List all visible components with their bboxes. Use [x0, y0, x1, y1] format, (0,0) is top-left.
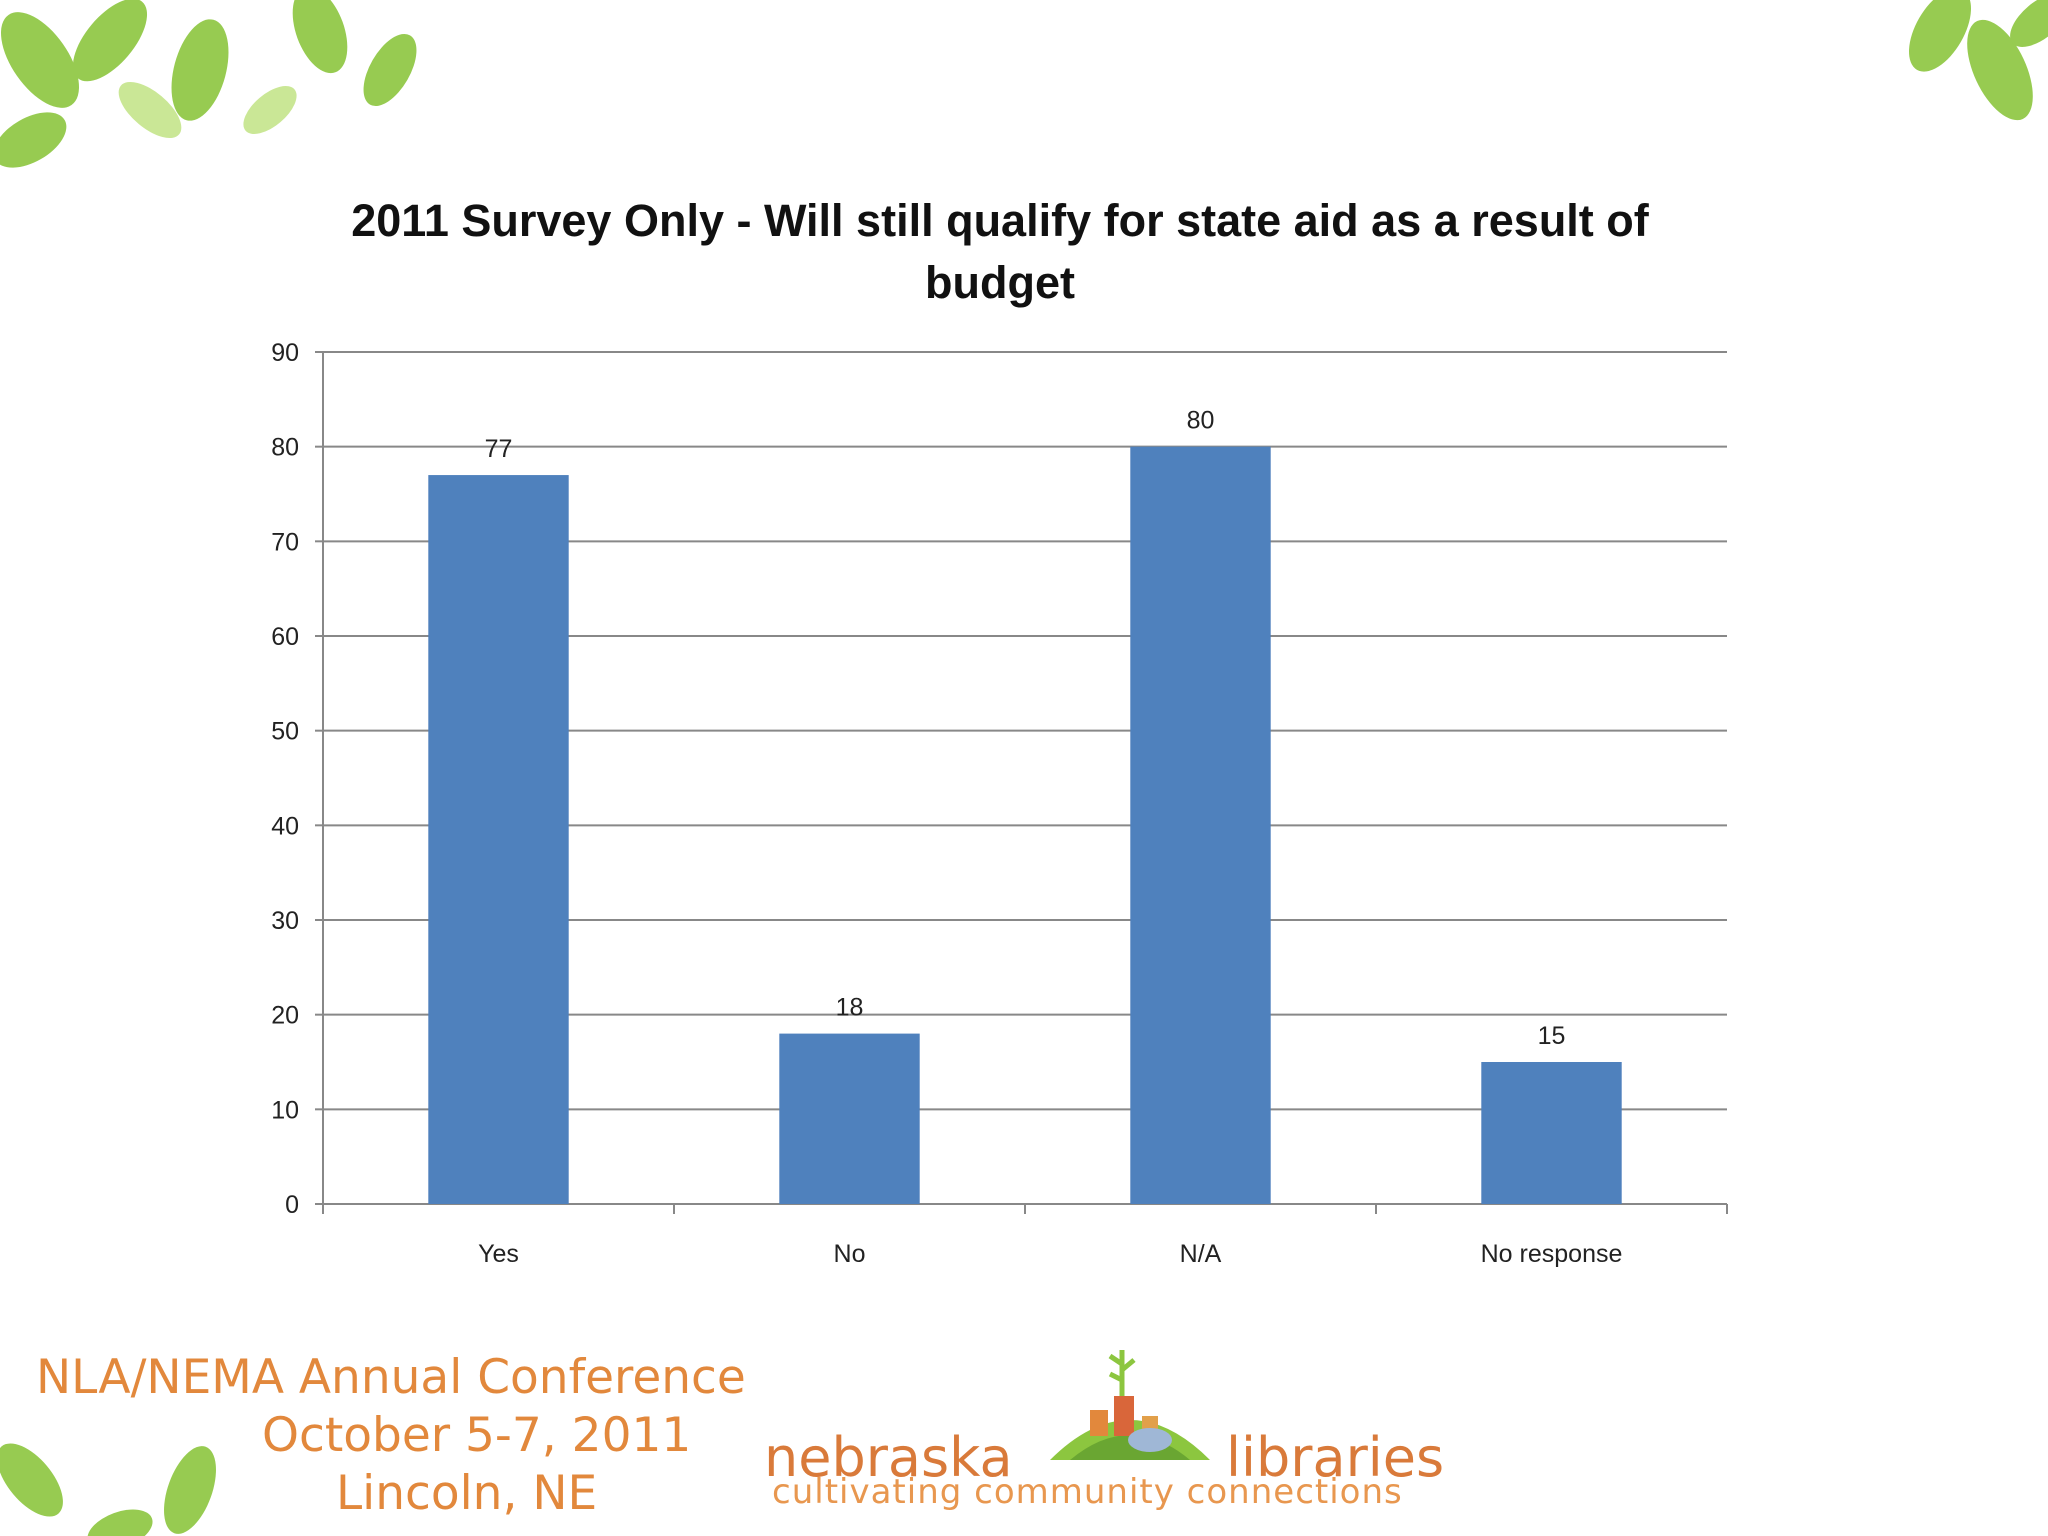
bar-chart: 0 10 20 30 40 50 60 70 80 90 77 Yes 18 No 80 N/A 15 No re…: [271, 339, 1728, 1268]
data-label-1: 18: [836, 994, 864, 1022]
conference-location: Lincoln, NE: [336, 1466, 598, 1521]
conference-dates: October 5-7, 2011: [262, 1408, 692, 1463]
y-tick-label: 30: [271, 907, 299, 935]
leaf-decoration-bottom-left-icon: [0, 1443, 216, 1536]
bar-0: [428, 475, 569, 1205]
y-tick-label: 40: [271, 812, 299, 840]
conference-name: NLA/NEMA Annual Conference: [36, 1350, 746, 1405]
chart-title: 2011 Survey Only - Will still qualify fo…: [351, 195, 1649, 308]
logo-word-nebraska: nebraska: [764, 1426, 1013, 1489]
category-label-3: No response: [1481, 1240, 1623, 1268]
y-tick-label: 70: [271, 528, 299, 556]
conference-info: NLA/NEMA Annual Conference October 5-7, …: [0, 1340, 746, 1536]
globe-town-icon: [1050, 1350, 1210, 1460]
leaf-decoration-top-right-icon: [1909, 0, 2048, 121]
leaf-decoration-top-left-icon: [0, 0, 417, 168]
y-tick-label: 20: [271, 1002, 299, 1030]
y-tick-label: 0: [285, 1191, 299, 1219]
y-tick-label: 50: [271, 718, 299, 746]
y-tick-label: 80: [271, 434, 299, 462]
category-label-1: No: [834, 1240, 866, 1268]
logo-word-libraries: libraries: [1226, 1426, 1445, 1489]
bar-1: [779, 1033, 920, 1204]
category-label-0: Yes: [478, 1240, 519, 1268]
logo-tagline: cultivating community connections: [772, 1472, 1403, 1512]
data-label-3: 15: [1538, 1022, 1566, 1050]
data-label-2: 80: [1187, 407, 1215, 435]
bar-3: [1481, 1062, 1622, 1204]
y-tick-label: 60: [271, 623, 299, 651]
bar-2: [1130, 446, 1271, 1205]
data-label-0: 77: [485, 435, 513, 463]
nebraska-libraries-logo: nebraska libraries cultivating community…: [760, 1340, 1460, 1530]
y-tick-label: 90: [271, 339, 299, 367]
y-tick-label: 10: [271, 1096, 299, 1124]
category-label-2: N/A: [1180, 1240, 1222, 1268]
